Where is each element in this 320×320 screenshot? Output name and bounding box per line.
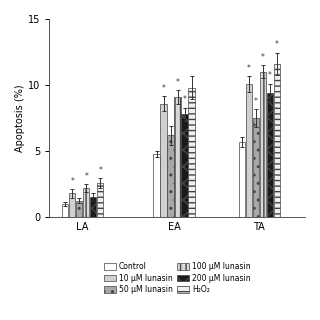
Bar: [174, 97, 181, 217]
Text: *: *: [84, 172, 88, 181]
Y-axis label: Apoptosis (%): Apoptosis (%): [15, 84, 25, 152]
Text: *: *: [261, 53, 265, 62]
Text: *: *: [98, 166, 102, 175]
Text: *: *: [183, 95, 187, 104]
Bar: [83, 188, 89, 217]
Bar: [246, 84, 252, 217]
Bar: [160, 104, 167, 217]
Bar: [167, 135, 174, 217]
Bar: [97, 183, 103, 217]
Bar: [69, 194, 75, 217]
Legend: Control, 10 μM lunasin, 50 μM lunasin, 100 μM lunasin, 200 μM lunasin, H₂O₂: Control, 10 μM lunasin, 50 μM lunasin, 1…: [102, 261, 252, 295]
Text: *: *: [254, 97, 258, 106]
Bar: [188, 88, 195, 217]
Bar: [76, 201, 82, 217]
Text: *: *: [162, 84, 165, 93]
Bar: [274, 64, 280, 217]
Bar: [90, 197, 96, 217]
Text: *: *: [268, 71, 272, 80]
Text: *: *: [275, 40, 279, 49]
Bar: [62, 204, 68, 217]
Text: *: *: [70, 177, 74, 186]
Text: *: *: [247, 64, 251, 73]
Bar: [267, 93, 273, 217]
Bar: [153, 154, 160, 217]
Bar: [253, 118, 259, 217]
Bar: [239, 142, 245, 217]
Bar: [181, 114, 188, 217]
Text: *: *: [176, 78, 180, 87]
Bar: [260, 72, 266, 217]
